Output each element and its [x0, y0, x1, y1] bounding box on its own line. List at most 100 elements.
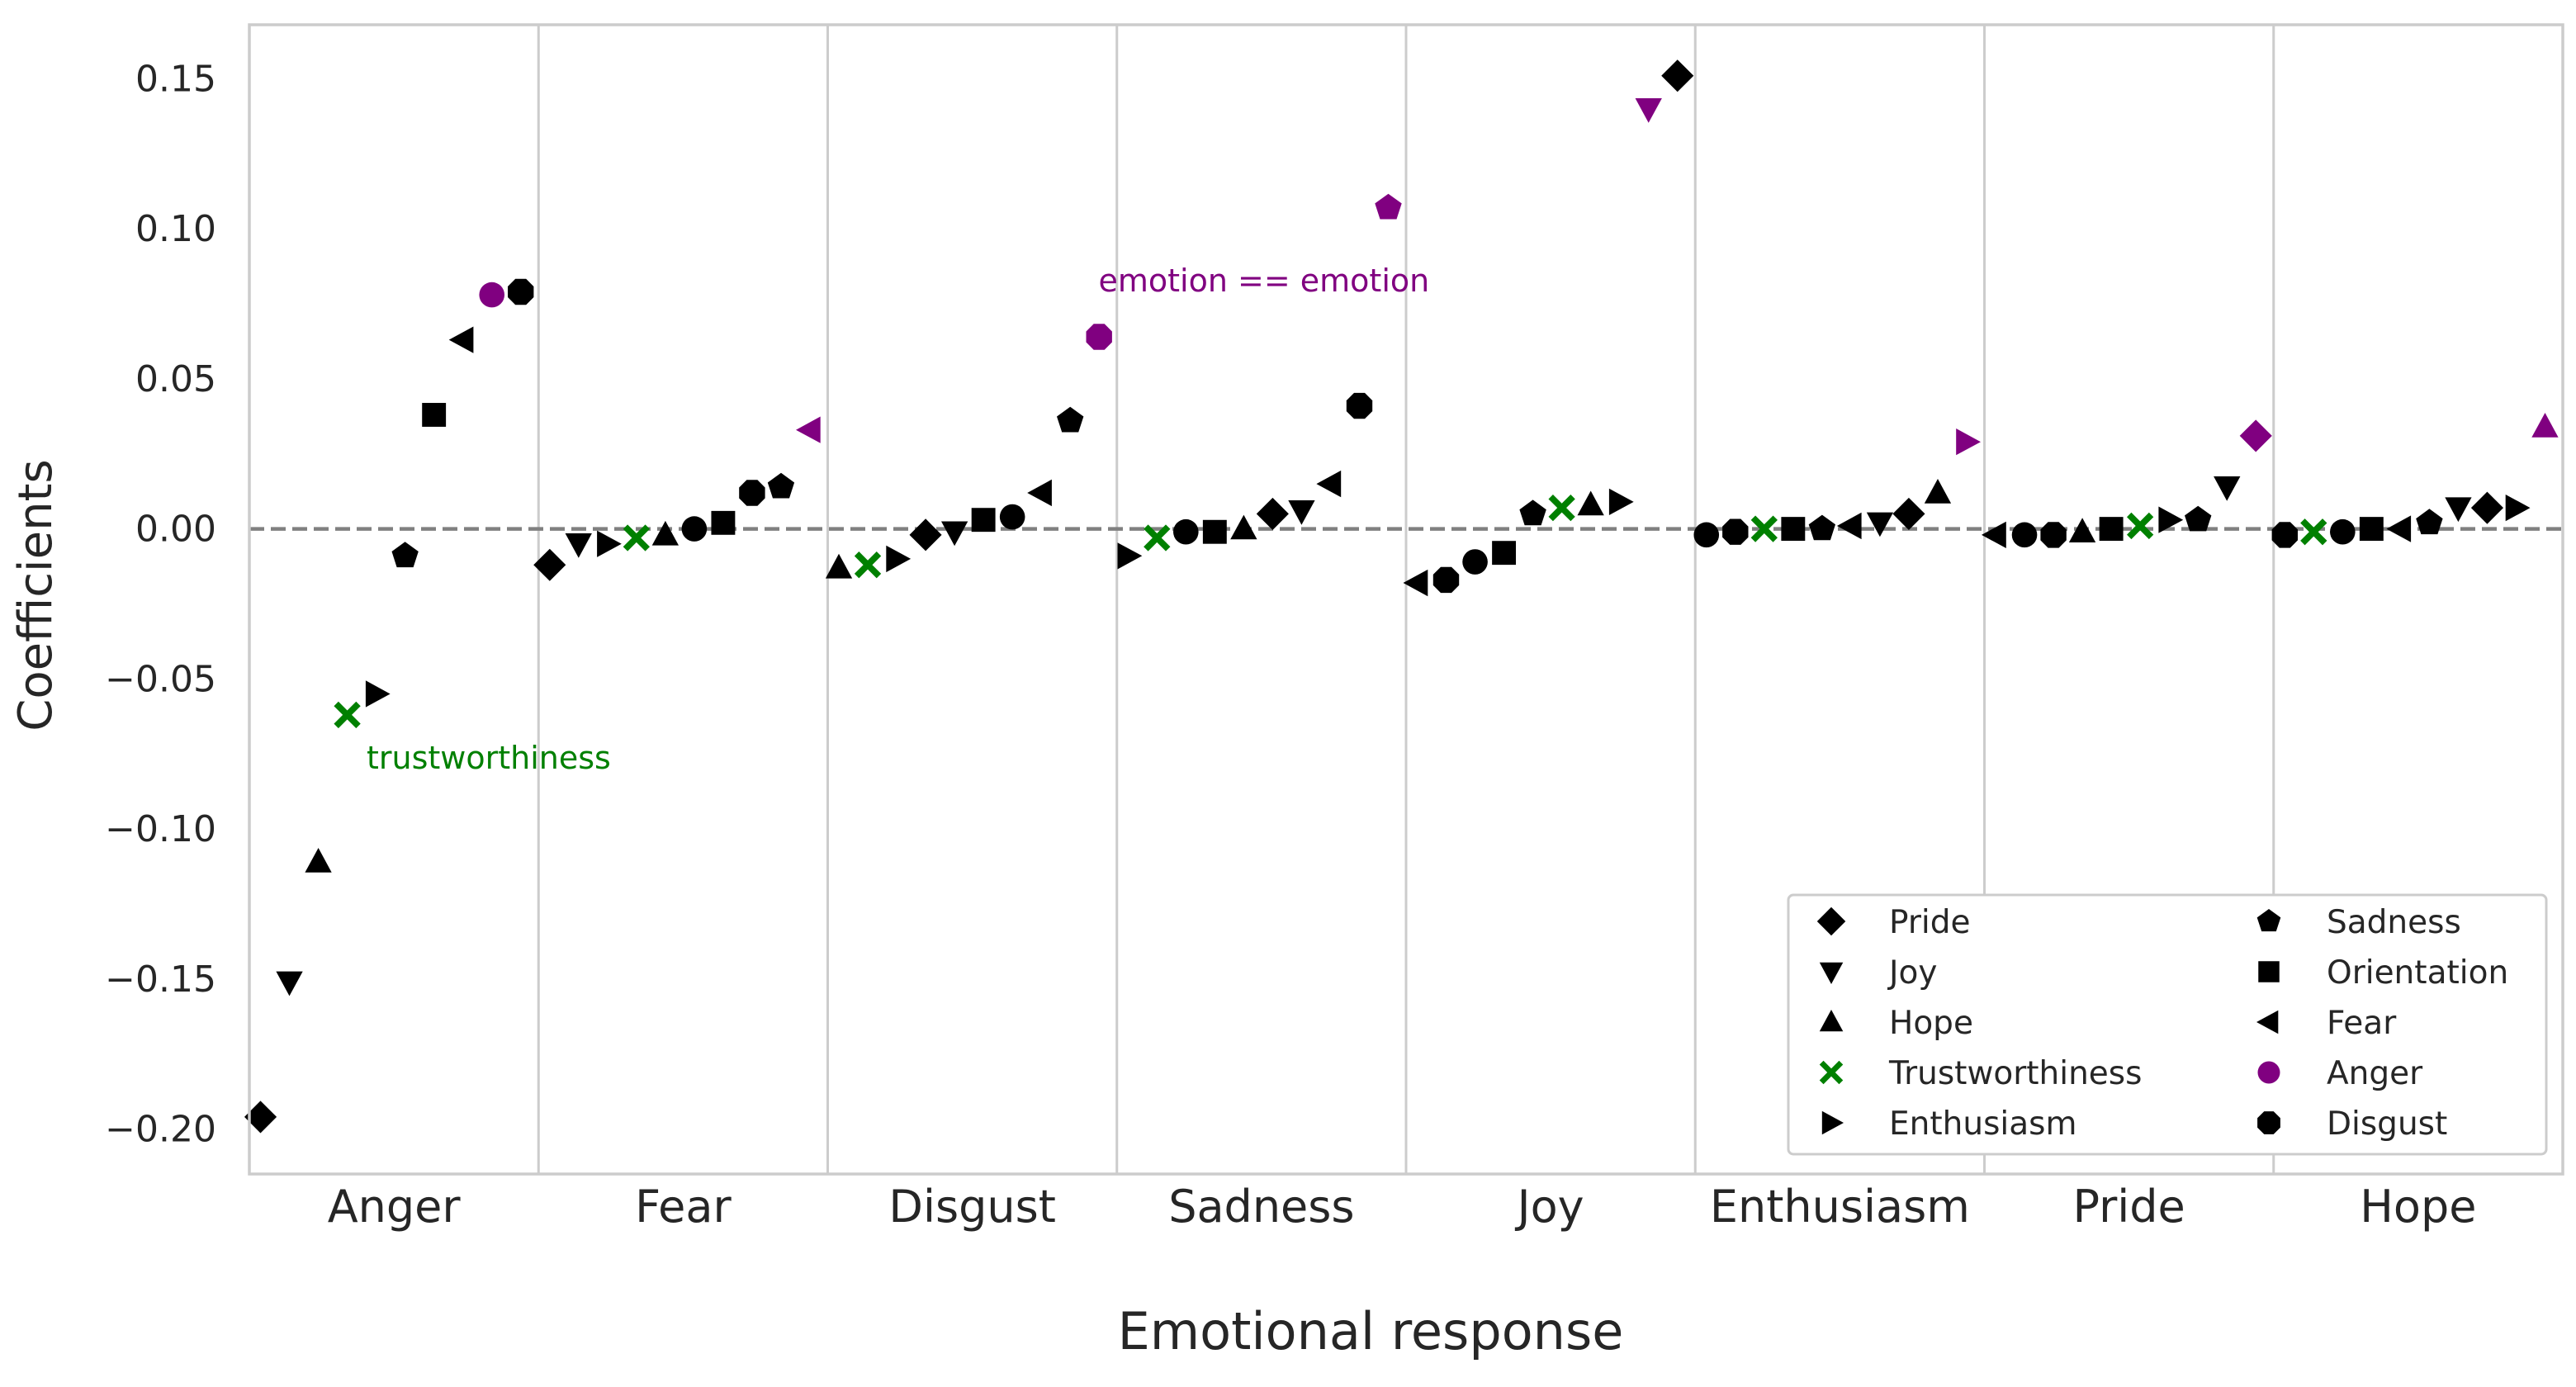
legend-label: Trustworthiness	[1888, 1055, 2142, 1092]
x-tick-label: Enthusiasm	[1710, 1181, 1970, 1233]
data-point	[1750, 515, 1778, 542]
data-point	[2445, 497, 2472, 523]
data-point	[1375, 193, 1402, 220]
data-point	[1288, 500, 1315, 525]
legend-marker	[2257, 1111, 2280, 1134]
x-tick-label: Hope	[2360, 1181, 2476, 1233]
data-point	[533, 548, 566, 581]
data-point	[2040, 522, 2067, 548]
legend-marker	[1819, 1010, 1844, 1032]
data-point	[623, 524, 650, 551]
x-tick-label: Disgust	[888, 1181, 1056, 1233]
data-point	[1982, 521, 2006, 548]
legend-marker	[2256, 1010, 2279, 1034]
data-point	[825, 553, 853, 579]
data-point	[1866, 512, 1894, 537]
data-point	[999, 504, 1025, 530]
data-point	[1892, 497, 1925, 530]
data-point	[2126, 512, 2154, 540]
y-tick-label: −0.15	[105, 959, 216, 1001]
legend-label: Disgust	[2327, 1105, 2447, 1143]
data-point	[1027, 479, 1052, 507]
data-point	[711, 510, 736, 535]
legend-box	[1787, 893, 2548, 1156]
data-point	[334, 701, 361, 729]
annotation-layer: trustworthiness emotion == emotion	[367, 263, 1429, 776]
data-point	[1173, 518, 1199, 545]
data-point	[1693, 522, 1720, 548]
x-axis-label: Emotional response	[1118, 1301, 1624, 1361]
legend-marker	[1821, 1110, 1844, 1135]
data-point	[448, 326, 474, 353]
data-point	[1492, 541, 1517, 566]
data-point	[886, 545, 912, 573]
y-tick-label: 0.10	[135, 208, 216, 250]
data-point	[1808, 514, 1835, 541]
y-axis-label: Coefficients	[9, 459, 63, 731]
data-point	[1316, 470, 1342, 498]
x-tick-label: Sadness	[1168, 1181, 1354, 1233]
data-point	[2271, 522, 2298, 548]
legend-label: Fear	[2327, 1005, 2397, 1042]
annotation-label: emotion == emotion	[1099, 263, 1430, 299]
data-point	[2185, 505, 2212, 532]
data-point	[2359, 517, 2384, 542]
data-point	[1086, 324, 1112, 350]
data-point	[854, 551, 882, 579]
legend-marker	[2256, 909, 2281, 932]
annotation-label: trustworthiness	[367, 740, 611, 776]
y-tick-label: 0.00	[135, 509, 216, 551]
data-point	[276, 971, 303, 996]
data-point	[1781, 517, 1806, 542]
data-point	[422, 403, 447, 427]
data-point	[909, 518, 942, 551]
data-point	[1924, 479, 1952, 504]
legend-marker	[1819, 962, 1844, 984]
data-point	[597, 530, 622, 557]
data-point	[1722, 518, 1749, 545]
points-layer	[244, 59, 2559, 1134]
data-point	[1346, 392, 1373, 419]
data-point	[2099, 517, 2124, 542]
x-tick-label: Anger	[328, 1181, 462, 1233]
data-point	[767, 472, 795, 499]
legend-marker	[2257, 1061, 2280, 1084]
data-point	[1462, 549, 1488, 575]
data-point	[479, 282, 505, 308]
data-point	[1432, 566, 1460, 594]
data-point	[565, 533, 592, 558]
data-point	[2214, 476, 2241, 501]
data-point	[2158, 506, 2184, 533]
data-point	[1117, 542, 1143, 570]
y-tick-label: −0.05	[105, 658, 216, 700]
data-point	[2531, 413, 2559, 438]
data-point	[1608, 488, 1634, 515]
data-point	[2470, 491, 2503, 524]
data-point	[391, 542, 419, 568]
data-point	[1057, 406, 1084, 433]
legend-marker	[1816, 907, 1846, 936]
x-tick-label: Pride	[2072, 1181, 2185, 1233]
data-point	[1519, 499, 1546, 526]
data-point	[2330, 518, 2356, 545]
data-point	[681, 516, 708, 542]
data-point	[2300, 518, 2327, 546]
data-point	[739, 480, 765, 506]
data-point	[1577, 490, 1604, 516]
data-point	[941, 521, 968, 547]
legend-label: Sadness	[2327, 904, 2461, 941]
data-point	[1548, 494, 1575, 522]
legend-marker	[2258, 961, 2280, 982]
data-point	[1202, 519, 1227, 544]
data-point	[651, 520, 679, 546]
data-point	[971, 508, 996, 533]
legend-label: Anger	[2327, 1055, 2423, 1092]
data-point	[508, 278, 534, 305]
data-point	[1635, 98, 1662, 123]
data-point	[2505, 495, 2531, 522]
legend: Pride Joy Hope Trustworthiness Enthusiasm Sad…	[1787, 893, 2548, 1156]
y-tick-label: 0.15	[135, 58, 216, 100]
axis-layer: −0.20 −0.15 −0.10 −0.05 0.00 0.05 0.10 0.15 Ange…	[105, 23, 2564, 1233]
